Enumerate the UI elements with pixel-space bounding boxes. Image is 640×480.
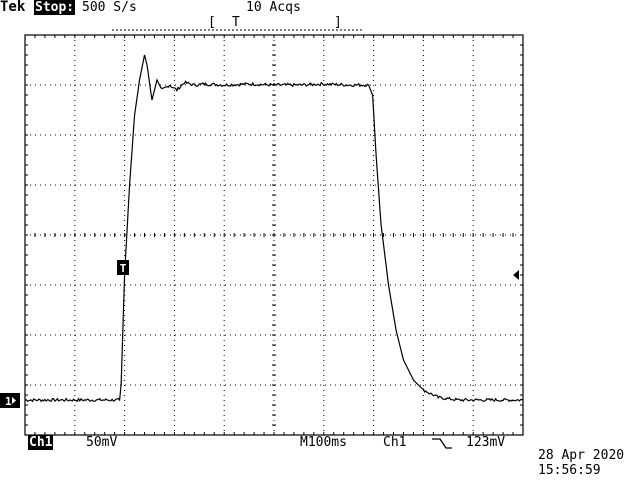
falling-edge-icon bbox=[432, 438, 452, 449]
trigger-level-arrow-icon bbox=[513, 270, 519, 280]
trigger-window-left-bracket: [ bbox=[208, 15, 216, 30]
trigger-window-mark: T bbox=[232, 15, 240, 30]
timebase: M100ms bbox=[300, 435, 347, 450]
channel-badge: Ch1 bbox=[28, 435, 54, 450]
trigger-point-label: T bbox=[120, 262, 127, 275]
trigger-source: Ch1 bbox=[383, 435, 407, 450]
channel-ground-label: 1 bbox=[5, 395, 12, 408]
channel-1-waveform bbox=[24, 54, 524, 403]
sample-rate: 500 S/s bbox=[82, 0, 137, 15]
trigger-level: 123mV bbox=[466, 435, 506, 450]
date-stamp: 28 Apr 2020 bbox=[538, 448, 625, 463]
trigger-window-right-bracket: ] bbox=[334, 15, 342, 30]
trigger-point-marker: T bbox=[117, 260, 129, 275]
volts-per-div: 50mV bbox=[86, 435, 118, 450]
run-state-badge: Stop: bbox=[34, 0, 76, 15]
graticule bbox=[24, 34, 524, 436]
time-stamp: 15:56:59 bbox=[538, 463, 601, 478]
channel-1-ground-marker: 1 bbox=[0, 393, 20, 408]
brand-label: Tek bbox=[0, 0, 26, 15]
acquisition-count: 10 Acqs bbox=[246, 0, 301, 15]
